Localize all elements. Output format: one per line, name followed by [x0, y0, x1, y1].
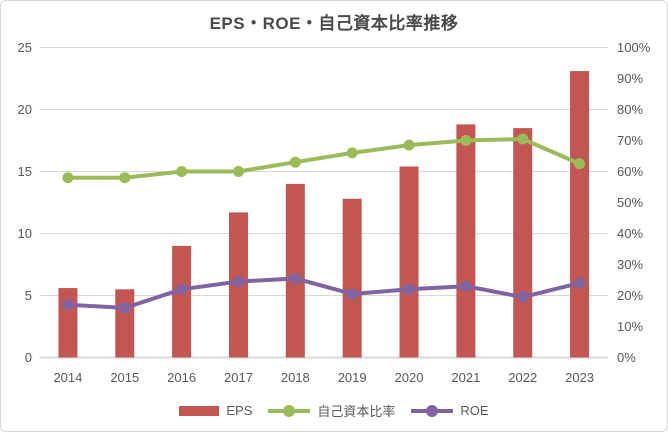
marker-2015 [119, 172, 131, 184]
marker-2019 [346, 147, 358, 159]
right-axis-tick: 30% [617, 257, 643, 272]
x-axis-label: 2023 [565, 370, 594, 385]
marker-2019 [346, 288, 358, 300]
marker-2020 [403, 139, 415, 151]
right-axis-tick: 40% [617, 226, 643, 241]
bar-2022 [513, 128, 533, 358]
x-axis-label: 2021 [451, 370, 480, 385]
x-axis-label: 2017 [224, 370, 253, 385]
bar-2015 [115, 289, 135, 358]
left-axis-tick: 10 [18, 226, 32, 241]
bar-2014 [58, 288, 78, 358]
marker-2015 [119, 302, 131, 314]
bar-2020 [399, 166, 419, 358]
x-axis-label: 2014 [53, 370, 82, 385]
marker-2016 [176, 166, 188, 177]
left-axis-tick: 25 [18, 40, 32, 55]
right-axis-tick: 90% [617, 71, 643, 86]
marker-2023 [574, 158, 586, 170]
marker-2014 [62, 299, 74, 311]
bar-2019 [342, 198, 362, 358]
right-axis-tick: 50% [617, 195, 643, 210]
marker-2021 [460, 135, 472, 146]
left-axis-tick: 20 [18, 102, 32, 117]
legend-line-swatch-icon [268, 404, 311, 417]
right-axis-tick: 70% [617, 133, 643, 148]
x-axis-label: 2020 [395, 370, 424, 385]
legend-label: 自己資本比率 [317, 404, 396, 419]
right-axis-tick: 60% [617, 164, 643, 179]
x-axis-label: 2018 [281, 370, 310, 385]
right-axis-tick: 80% [617, 102, 643, 117]
x-axis-label: 2016 [167, 370, 196, 385]
bar-2021 [456, 124, 476, 358]
marker-2017 [232, 276, 244, 288]
chart-title: EPS・ROE・自己資本比率推移 [209, 14, 459, 33]
legend-bar-swatch-icon [179, 405, 220, 416]
line-series [65, 276, 582, 310]
bar-2018 [285, 183, 305, 358]
bar-2016 [172, 245, 192, 358]
marker-2020 [403, 283, 415, 295]
legend-item: EPS [179, 403, 252, 418]
right-axis-tick: 10% [617, 319, 643, 334]
marker-2022 [517, 133, 529, 145]
marker-2022 [517, 291, 529, 303]
legend-line-swatch-icon [411, 404, 454, 417]
legend-label: ROE [460, 403, 489, 418]
marker-2014 [62, 172, 74, 184]
marker-2018 [289, 272, 301, 284]
right-axis-tick: 20% [617, 288, 643, 303]
marker-2016 [176, 283, 188, 295]
left-axis-tick: 15 [18, 164, 32, 179]
marker-2017 [232, 166, 244, 177]
marker-2018 [289, 156, 301, 168]
x-axis-label: 2015 [110, 370, 139, 385]
legend-label: EPS [226, 403, 253, 418]
legend-item: ROE [411, 403, 489, 418]
line-series [65, 136, 582, 180]
x-axis-label: 2019 [338, 370, 367, 385]
right-axis-tick: 0% [617, 350, 636, 365]
bar-2023 [570, 71, 590, 358]
chart-legend: EPS 自己資本比率 ROE [1, 401, 667, 420]
left-axis-tick: 5 [25, 288, 32, 303]
marker-2021 [460, 280, 472, 292]
right-axis-tick: 100% [617, 40, 651, 55]
marker-2023 [574, 277, 586, 289]
legend-item: 自己資本比率 [268, 401, 395, 420]
x-axis-label: 2022 [508, 370, 537, 385]
left-axis-tick: 0 [25, 350, 32, 365]
